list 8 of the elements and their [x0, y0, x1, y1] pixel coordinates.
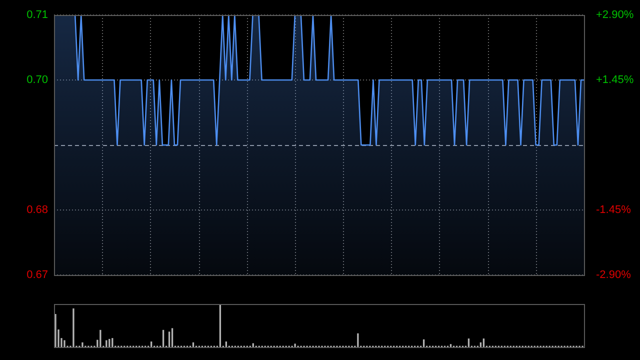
y-tick-label: 0.70 — [26, 74, 48, 86]
y2-tick-label: -1.45% — [596, 204, 632, 216]
y-tick-label: 0.67 — [26, 269, 48, 282]
y2-tick-label: -2.90% — [596, 269, 632, 282]
y2-tick-label: +2.90% — [596, 9, 634, 22]
y-tick-label: 0.71 — [26, 9, 48, 22]
y2-tick-label: +1.45% — [596, 74, 634, 86]
y-tick-label: 0.68 — [26, 204, 48, 216]
